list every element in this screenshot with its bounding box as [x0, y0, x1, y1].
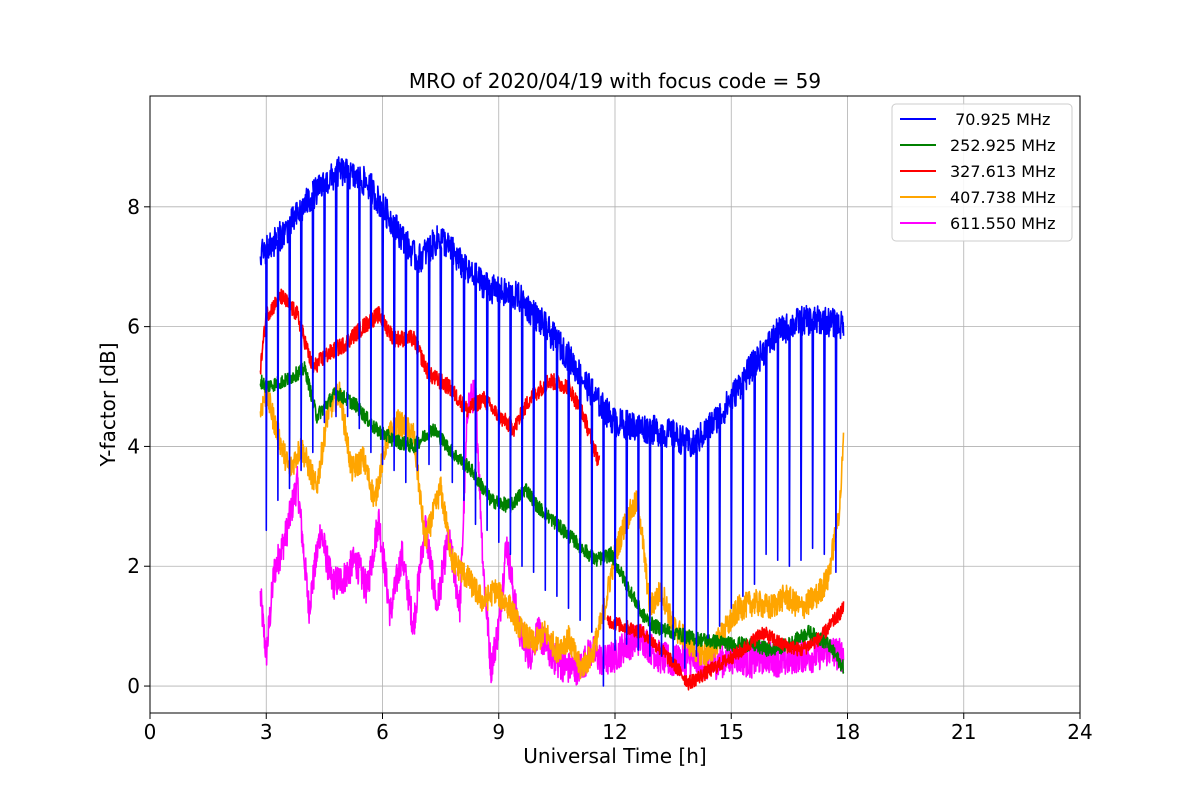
legend-entry: 611.550 MHz — [950, 214, 1055, 233]
x-tick-label: 21 — [951, 720, 976, 744]
series-3 — [259, 381, 845, 680]
x-tick-label: 0 — [144, 720, 157, 744]
x-tick-label: 24 — [1067, 720, 1092, 744]
y-tick-label: 8 — [127, 195, 140, 219]
x-tick-label: 12 — [602, 720, 627, 744]
y-tick-label: 0 — [127, 674, 140, 698]
series-0 — [259, 156, 845, 687]
y-tick-label: 6 — [127, 315, 140, 339]
x-axis-label: Universal Time [h] — [523, 744, 706, 768]
x-tick-label: 6 — [376, 720, 389, 744]
x-tick-label: 9 — [492, 720, 505, 744]
y-tick-label: 4 — [127, 434, 140, 458]
plot-area — [259, 156, 845, 691]
x-tick-label: 3 — [260, 720, 273, 744]
legend-entry: 327.613 MHz — [950, 162, 1055, 181]
y-axis: 0 2 4 6 8 — [127, 195, 150, 698]
x-axis: 0 3 6 9 12 15 18 21 24 — [144, 713, 1093, 744]
legend-box — [891, 103, 1073, 242]
y-axis-label: Y-factor [dB] — [96, 342, 120, 467]
legend-entry: 70.925 MHz — [950, 110, 1050, 129]
series-1 — [259, 361, 845, 674]
legend-entry: 252.925 MHz — [950, 136, 1055, 155]
y-tick-label: 2 — [127, 554, 140, 578]
x-tick-label: 18 — [835, 720, 860, 744]
x-tick-label: 15 — [719, 720, 744, 744]
chart-title: MRO of 2020/04/19 with focus code = 59 — [409, 69, 821, 93]
series-line — [259, 381, 845, 680]
series-line — [259, 156, 845, 687]
series-line — [259, 361, 845, 674]
legend-entry: 407.738 MHz — [950, 188, 1055, 207]
legend: 70.925 MHz 252.925 MHz 327.613 MHz 407.738 … — [891, 103, 1073, 242]
